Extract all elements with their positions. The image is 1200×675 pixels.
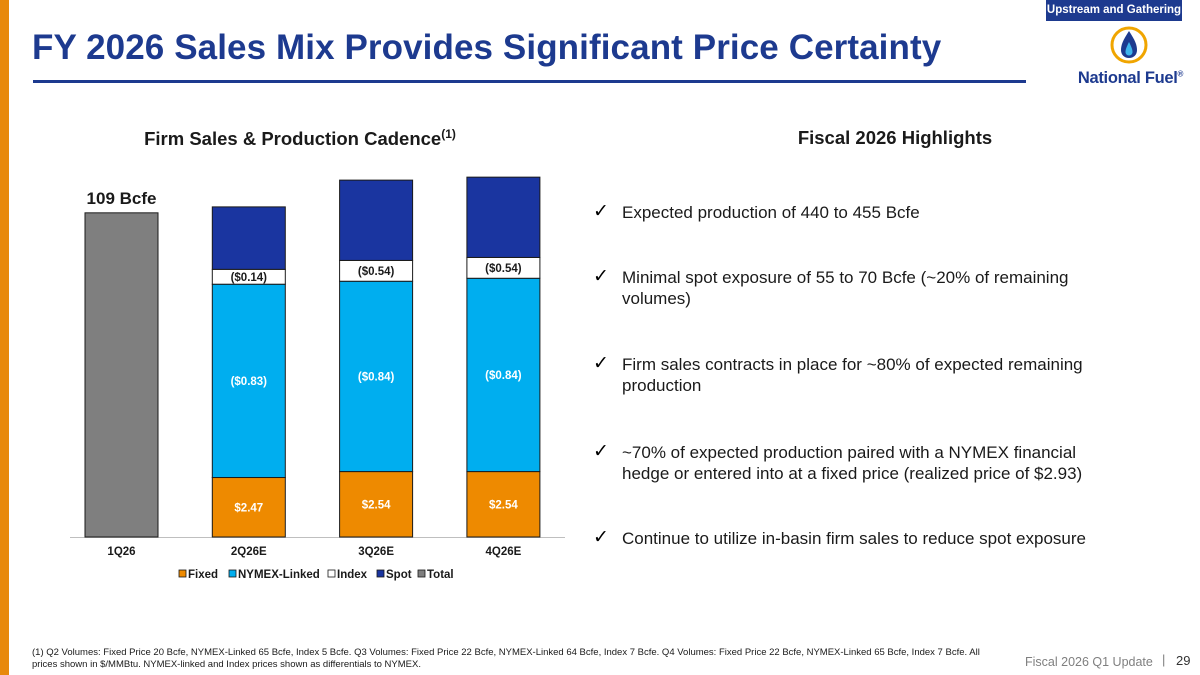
legend-label: Fixed xyxy=(188,569,218,581)
highlights-heading: Fiscal 2026 Highlights xyxy=(797,127,993,148)
x-tick-label: 4Q26E xyxy=(485,546,521,558)
footer-separator: | xyxy=(1162,652,1166,667)
checkmark-icon: ✓ xyxy=(593,266,609,287)
flame-logo-icon xyxy=(1110,26,1148,64)
legend-swatch xyxy=(228,569,237,578)
logo-name: National Fuel xyxy=(1077,69,1178,87)
highlight-text: Continue to utilize in-basin firm sales … xyxy=(622,529,1086,548)
highlight-text: Expected production of 440 to 455 Bcfe xyxy=(622,203,920,222)
data-label: ($0.83) xyxy=(231,376,268,388)
bar-spot-2q26e xyxy=(211,206,286,270)
bar-nymex-linked-3q26e xyxy=(339,280,414,473)
page-number: 29 xyxy=(1176,653,1191,668)
logo-wordmark: National Fuel® xyxy=(1073,69,1188,88)
footnote: (1) Q2 Volumes: Fixed Price 20 Bcfe, NYM… xyxy=(32,647,980,670)
page-title: FY 2026 Sales Mix Provides Significant P… xyxy=(32,28,942,67)
bar-fixed-2q26e xyxy=(211,477,286,538)
data-label: ($0.84) xyxy=(358,371,395,383)
bar-spot-4q26e xyxy=(466,176,541,258)
x-tick-label: 3Q26E xyxy=(358,546,394,558)
data-label: ($0.84) xyxy=(485,370,522,382)
bar-fixed-3q26e xyxy=(339,471,414,538)
x-tick-label: 2Q26E xyxy=(231,546,267,558)
legend-label: Total xyxy=(427,569,454,581)
data-label: $2.54 xyxy=(489,499,518,511)
accent-bar xyxy=(0,0,9,675)
checkmark-icon: ✓ xyxy=(593,527,609,548)
data-label: 109 Bcfe xyxy=(87,189,157,208)
highlight-text: Firm sales contracts in place for ~80% o… xyxy=(622,355,1083,395)
bar-nymex-linked-4q26e xyxy=(466,277,541,473)
data-label: ($0.54) xyxy=(358,266,395,278)
sales-cadence-chart: 109 Bcfe 1Q26 $2.47 ($0.83) ($0.14) 2Q26E $2.5… xyxy=(70,176,565,581)
logo-registered: ® xyxy=(1177,69,1184,79)
legend-swatch xyxy=(376,569,385,578)
legend-label: Spot xyxy=(386,569,412,581)
data-label: $2.47 xyxy=(234,502,263,514)
x-tick-label: 1Q26 xyxy=(107,546,135,558)
company-logo: National Fuel® xyxy=(1073,25,1188,95)
checkmark-icon: ✓ xyxy=(593,441,609,462)
footer-label: Fiscal 2026 Q1 Update xyxy=(1025,655,1153,669)
legend-label: Index xyxy=(337,569,368,581)
data-label: $2.54 xyxy=(362,499,391,511)
checkmark-icon: ✓ xyxy=(593,353,609,374)
legend-swatch xyxy=(178,569,187,578)
data-label: ($0.54) xyxy=(485,263,522,275)
data-label: ($0.14) xyxy=(231,272,268,284)
highlight-text: ~70% of expected production paired with … xyxy=(622,443,1083,483)
bar-spot-3q26e xyxy=(339,179,414,261)
chart-heading-footnote-ref: (1) xyxy=(441,127,456,141)
highlight-text: Minimal spot exposure of 55 to 70 Bcfe (… xyxy=(622,268,1069,308)
chart-heading: Firm Sales & Production Cadence(1) xyxy=(100,127,500,150)
bar-total-1q26 xyxy=(84,212,159,538)
title-divider xyxy=(33,80,1026,83)
checkmark-icon: ✓ xyxy=(593,201,609,222)
legend-label: NYMEX-Linked xyxy=(238,569,320,581)
section-tag: Upstream and Gathering xyxy=(1046,0,1182,21)
legend-swatch xyxy=(327,569,336,578)
chart-heading-text: Firm Sales & Production Cadence xyxy=(144,128,442,150)
legend-swatch xyxy=(417,569,426,578)
